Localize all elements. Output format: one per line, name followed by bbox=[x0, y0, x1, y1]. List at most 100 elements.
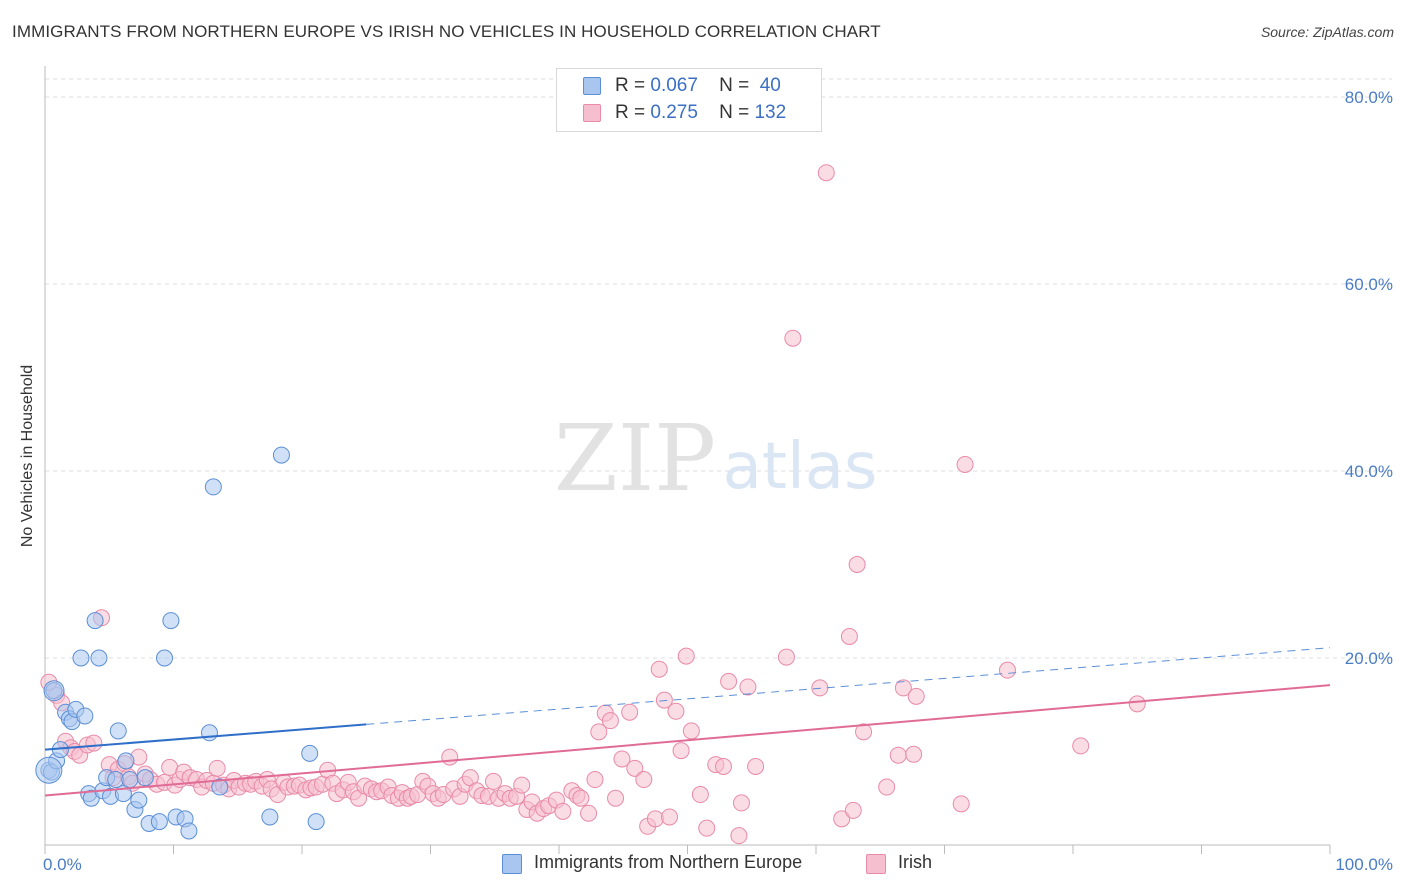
watermark-atlas: atlas bbox=[723, 430, 878, 504]
y-tick-label: 40.0% bbox=[1345, 462, 1393, 481]
data-point-large bbox=[43, 680, 65, 702]
data-point bbox=[682, 722, 700, 740]
trend-lines bbox=[44, 647, 1331, 797]
data-point bbox=[905, 745, 923, 763]
data-point bbox=[621, 703, 639, 721]
data-point bbox=[698, 819, 716, 837]
data-point bbox=[661, 808, 679, 826]
correlation-legend: R = 0.067 N = 40 R = 0.275 N = 132 bbox=[556, 68, 822, 132]
data-point bbox=[855, 723, 873, 741]
data-point bbox=[162, 612, 180, 630]
data-point bbox=[150, 813, 168, 831]
legend-swatch-pink bbox=[583, 104, 601, 122]
legend-swatch-blue bbox=[583, 77, 601, 95]
data-point bbox=[833, 810, 851, 828]
data-point bbox=[691, 786, 709, 804]
data-point bbox=[580, 804, 598, 822]
data-point bbox=[613, 750, 631, 768]
data-point bbox=[635, 771, 653, 789]
data-point bbox=[211, 778, 229, 796]
trend-line-blue-dashed bbox=[366, 647, 1331, 725]
data-point bbox=[956, 455, 974, 473]
data-point bbox=[1072, 737, 1090, 755]
data-point bbox=[85, 734, 103, 752]
data-point bbox=[907, 687, 925, 705]
data-point bbox=[261, 808, 279, 826]
data-point bbox=[90, 649, 108, 667]
data-point bbox=[204, 478, 222, 496]
source-label: Source: ZipAtlas.com bbox=[1260, 24, 1394, 40]
data-point bbox=[441, 748, 459, 766]
r-label: R = bbox=[615, 102, 646, 123]
data-point bbox=[667, 702, 685, 720]
data-point bbox=[272, 446, 290, 464]
data-point bbox=[784, 329, 802, 347]
data-point bbox=[894, 679, 912, 697]
watermark-zip: ZIP bbox=[554, 405, 716, 512]
data-point bbox=[730, 827, 748, 845]
data-point bbox=[484, 772, 502, 790]
northern-europe-points bbox=[35, 446, 325, 840]
data-point bbox=[878, 778, 896, 796]
y-tick-label: 80.0% bbox=[1345, 88, 1393, 107]
data-point bbox=[121, 771, 139, 789]
bottom-legend-swatch-pink bbox=[866, 854, 886, 874]
bottom-legend-swatch-blue bbox=[502, 854, 522, 874]
data-point bbox=[76, 707, 94, 725]
data-point bbox=[156, 649, 174, 667]
data-point bbox=[301, 744, 319, 762]
data-point bbox=[817, 164, 835, 182]
data-point bbox=[200, 724, 218, 742]
data-point bbox=[180, 822, 198, 840]
r-value-pink: 0.275 bbox=[650, 102, 698, 123]
tick-labels: 20.0% 40.0% 60.0% 80.0% 0.0% 100.0% bbox=[43, 88, 1393, 874]
data-point bbox=[1128, 695, 1146, 713]
x-tick-label: 0.0% bbox=[43, 855, 82, 874]
trend-line-blue bbox=[44, 723, 367, 751]
data-point bbox=[590, 723, 608, 741]
data-point bbox=[554, 802, 572, 820]
data-point bbox=[86, 612, 104, 630]
data-point bbox=[844, 801, 862, 819]
data-point bbox=[889, 746, 907, 764]
data-point bbox=[739, 678, 757, 696]
data-point bbox=[117, 752, 135, 770]
legend-text-pink: R = 0.275 N = 132 bbox=[615, 102, 786, 124]
r-value-blue: 0.067 bbox=[650, 75, 698, 96]
data-point bbox=[732, 794, 750, 812]
chart-title: IMMIGRANTS FROM NORTHERN EUROPE VS IRISH… bbox=[12, 22, 881, 41]
data-point bbox=[107, 771, 125, 789]
data-point bbox=[307, 813, 325, 831]
axes bbox=[44, 66, 1331, 854]
data-point bbox=[677, 647, 695, 665]
data-point bbox=[714, 757, 732, 775]
data-point bbox=[646, 810, 664, 828]
data-point bbox=[840, 627, 858, 645]
data-point bbox=[208, 759, 226, 777]
y-tick-label: 20.0% bbox=[1345, 649, 1393, 668]
gridlines bbox=[45, 78, 1392, 659]
data-point bbox=[672, 742, 690, 760]
watermark: ZIP atlas bbox=[554, 405, 877, 512]
data-point bbox=[601, 712, 619, 730]
x-tick-label: 100.0% bbox=[1335, 855, 1393, 874]
data-point bbox=[848, 556, 866, 573]
data-point bbox=[72, 649, 90, 667]
n-value-blue: 40 bbox=[759, 75, 781, 96]
data-point bbox=[720, 672, 738, 690]
data-point bbox=[650, 660, 668, 678]
data-point bbox=[626, 759, 644, 777]
y-tick-label: 60.0% bbox=[1345, 275, 1393, 294]
bottom-legend-label-pink: Irish bbox=[898, 852, 933, 872]
data-point bbox=[513, 776, 531, 794]
data-point bbox=[136, 769, 154, 787]
data-point-large bbox=[35, 756, 63, 784]
data-point bbox=[607, 789, 625, 807]
n-label: N = bbox=[719, 75, 750, 96]
data-point bbox=[998, 661, 1016, 679]
n-label: N = bbox=[719, 102, 750, 123]
data-point bbox=[572, 789, 590, 807]
data-point bbox=[747, 757, 765, 775]
data-point bbox=[777, 648, 795, 666]
